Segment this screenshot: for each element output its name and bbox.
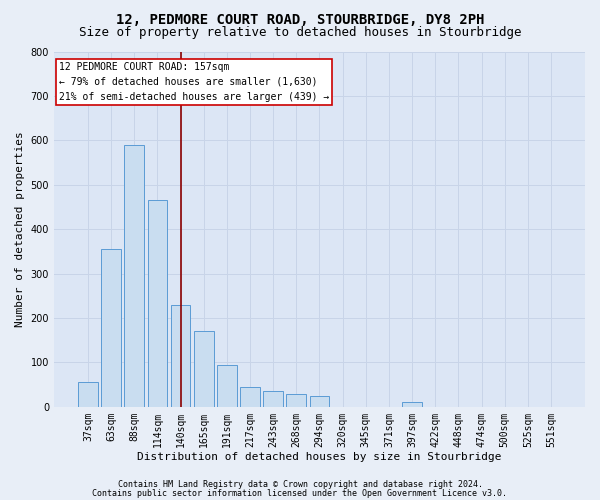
Bar (310, 396, 329, 407)
Text: Contains public sector information licensed under the Open Government Licence v3: Contains public sector information licen… (92, 488, 508, 498)
Text: 12, PEDMORE COURT ROAD, STOURBRIDGE, DY8 2PH: 12, PEDMORE COURT ROAD, STOURBRIDGE, DY8… (116, 12, 484, 26)
X-axis label: Distribution of detached houses by size in Stourbridge: Distribution of detached houses by size … (137, 452, 502, 462)
Text: Contains HM Land Registry data © Crown copyright and database right 2024.: Contains HM Land Registry data © Crown c… (118, 480, 482, 489)
Bar (286, 394, 306, 407)
Bar (170, 304, 190, 407)
Text: 12 PEDMORE COURT ROAD: 157sqm
← 79% of detached houses are smaller (1,630)
21% o: 12 PEDMORE COURT ROAD: 157sqm ← 79% of d… (59, 62, 329, 102)
Bar (124, 145, 144, 407)
Bar (217, 364, 236, 407)
Bar (402, 402, 422, 407)
Bar (148, 200, 167, 407)
Y-axis label: Number of detached properties: Number of detached properties (15, 132, 25, 327)
Bar (263, 392, 283, 407)
Text: Size of property relative to detached houses in Stourbridge: Size of property relative to detached ho… (79, 26, 521, 39)
Bar (78, 382, 98, 407)
Bar (194, 332, 214, 407)
Bar (240, 387, 260, 407)
Bar (101, 249, 121, 407)
